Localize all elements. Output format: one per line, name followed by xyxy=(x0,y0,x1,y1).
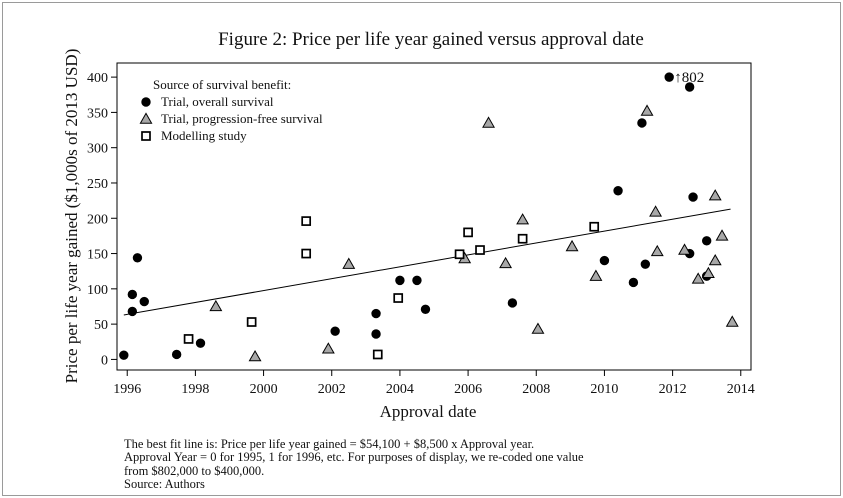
data-point-square xyxy=(246,317,257,327)
best-fit-line xyxy=(123,208,731,316)
data-point-triangle xyxy=(701,266,715,279)
data-point-triangle xyxy=(708,189,722,201)
data-point-circle xyxy=(637,118,647,128)
data-point-triangle xyxy=(691,272,705,284)
y-tick-label: 300 xyxy=(87,142,108,157)
legend-marker-triangle xyxy=(139,112,153,124)
y-tick-label: 200 xyxy=(87,212,108,227)
legend-marker-circle xyxy=(141,97,151,107)
legend-label: Trial, progression-free survival xyxy=(161,111,323,126)
legend-label: Trial, overall survival xyxy=(161,94,274,109)
data-point-triangle xyxy=(649,205,663,217)
series-circle xyxy=(119,72,712,360)
y-tick-label: 250 xyxy=(87,177,108,192)
x-tick-label: 2002 xyxy=(318,382,346,397)
x-tick-label: 2004 xyxy=(386,382,414,397)
chart-title: Figure 2: Price per life year gained ver… xyxy=(218,29,644,50)
data-point-circle xyxy=(420,304,431,315)
x-tick-label: 2006 xyxy=(454,382,482,397)
data-point-triangle xyxy=(565,239,579,252)
legend-marker-square xyxy=(141,131,151,141)
data-point-circle xyxy=(628,277,639,288)
footnote-line: from $802,000 to $400,000. xyxy=(124,463,265,478)
data-point-circle xyxy=(395,275,405,286)
data-point-square xyxy=(475,245,485,255)
footnote-line: The best fit line is: Price per life yea… xyxy=(124,437,535,451)
y-tick-label: 50 xyxy=(94,318,108,333)
data-point-triangle xyxy=(482,116,495,128)
data-point-square xyxy=(589,221,600,232)
data-point-triangle xyxy=(640,104,654,116)
y-tick-label: 100 xyxy=(87,283,108,298)
legend-title: Source of survival benefit: xyxy=(153,77,291,92)
data-point-triangle xyxy=(321,342,335,354)
data-point-triangle xyxy=(708,254,722,266)
x-axis-label: Approval date xyxy=(380,402,477,421)
data-point-triangle xyxy=(342,257,356,269)
data-point-circle xyxy=(371,329,381,339)
data-point-triangle xyxy=(589,269,603,281)
data-point-circle xyxy=(127,289,138,300)
data-point-circle xyxy=(127,306,138,317)
data-point-triangle xyxy=(499,256,513,269)
data-point-circle xyxy=(684,82,695,92)
data-point-triangle xyxy=(516,213,530,225)
data-point-square xyxy=(393,293,404,303)
data-point-circle xyxy=(195,338,206,348)
legend: Source of survival benefit: Trial, overa… xyxy=(139,77,323,143)
data-point-square xyxy=(454,249,465,260)
data-point-triangle xyxy=(678,243,691,255)
data-point-square xyxy=(183,334,194,344)
data-point-square xyxy=(301,216,312,226)
x-tick-label: 2014 xyxy=(727,382,755,397)
data-point-square xyxy=(372,349,383,360)
data-point-circle xyxy=(640,259,651,269)
data-point-circle xyxy=(412,275,422,286)
data-point-circle xyxy=(132,253,143,263)
footnote-line: Approval Year = 0 for 1995, 1 for 1996, … xyxy=(124,450,584,465)
footnote-source: Source: Authors xyxy=(124,477,205,492)
data-point-square xyxy=(517,233,528,244)
y-axis-label: Price per life year gained ($1,000s of 2… xyxy=(62,49,81,384)
x-tick-label: 1998 xyxy=(181,382,209,397)
data-point-triangle xyxy=(209,299,223,312)
x-tick-label: 2010 xyxy=(590,382,618,397)
data-point-circle xyxy=(599,255,610,266)
y-tick-label: 150 xyxy=(87,248,108,263)
x-tick-label: 2008 xyxy=(522,382,550,397)
data-point-triangle xyxy=(650,244,664,257)
y-tick-label: 350 xyxy=(87,106,108,121)
annotation-label: ↑802 xyxy=(674,70,704,86)
data-points xyxy=(119,72,739,362)
series-square xyxy=(183,216,600,360)
data-point-circle xyxy=(688,192,698,202)
data-point-triangle xyxy=(531,322,545,334)
data-point-circle xyxy=(507,298,518,308)
x-axis: 1996 1998 2000 2002 2004 2006 2008 2010 2012 2014 xyxy=(113,370,755,397)
data-point-circle xyxy=(701,236,712,246)
data-point-triangle xyxy=(725,315,739,327)
x-tick-label: 2000 xyxy=(250,382,278,397)
y-tick-label: 400 xyxy=(87,71,108,86)
data-point-triangle xyxy=(715,229,729,241)
y-axis: 0 50 100 150 200 250 300 350 400 xyxy=(87,71,117,368)
data-point-circle xyxy=(171,349,182,360)
data-point-triangle xyxy=(248,349,262,362)
legend-label: Modelling study xyxy=(161,128,247,143)
data-point-square xyxy=(463,227,473,238)
data-point-circle xyxy=(330,326,340,336)
series-triangle xyxy=(209,104,739,362)
data-point-circle xyxy=(371,308,381,319)
data-point-circle xyxy=(119,350,129,360)
scatter-chart: Figure 2: Price per life year gained ver… xyxy=(62,29,755,421)
data-point-circle xyxy=(664,72,674,82)
x-tick-label: 1996 xyxy=(113,382,141,397)
data-point-square xyxy=(301,248,312,259)
y-tick-label: 0 xyxy=(101,353,108,368)
data-point-circle xyxy=(613,186,623,196)
data-point-circle xyxy=(139,296,149,307)
footnotes: The best fit line is: Price per life yea… xyxy=(124,437,784,492)
x-tick-label: 2012 xyxy=(659,382,687,397)
